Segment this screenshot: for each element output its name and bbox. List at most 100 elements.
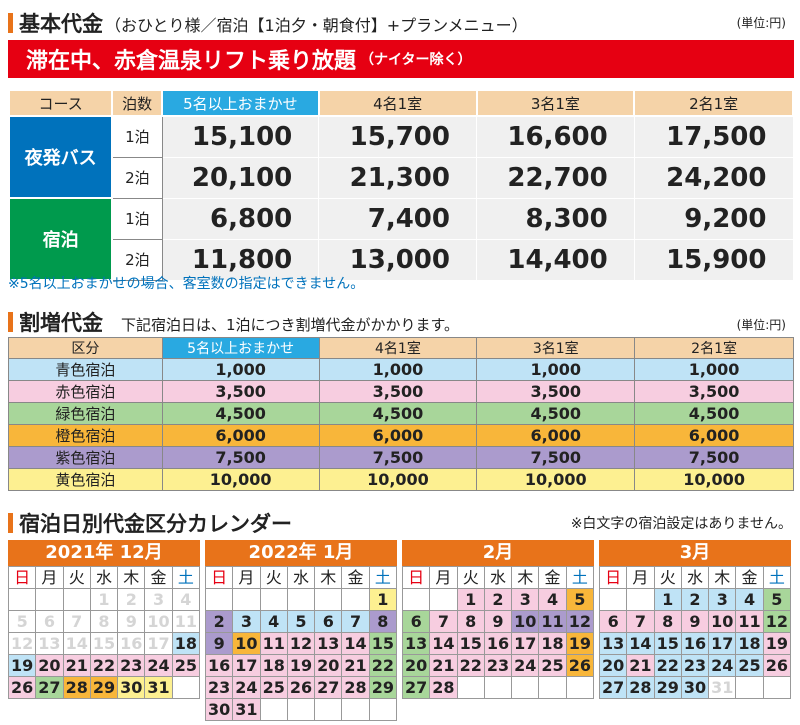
empty-day xyxy=(736,677,764,699)
weekday-label: 金 xyxy=(145,567,173,589)
weekday-label: 木 xyxy=(709,567,737,589)
empty-day xyxy=(539,677,567,699)
price-cell: 7,400 xyxy=(318,197,477,240)
day-cell: 18 xyxy=(539,633,567,655)
day-cell: 3 xyxy=(233,611,261,633)
empty-day xyxy=(233,589,261,611)
day-cell: 4 xyxy=(539,589,567,611)
weekday-label: 火 xyxy=(457,567,485,589)
day-cell: 10 xyxy=(233,633,261,655)
banner-sub-text: （ナイター除く） xyxy=(360,52,472,68)
day-cell: 21 xyxy=(627,655,655,677)
surcharge-value: 4,500 xyxy=(476,402,636,425)
day-cell: 14 xyxy=(63,633,91,655)
day-cell: 3 xyxy=(512,589,540,611)
weekday-label: 木 xyxy=(315,567,343,589)
table-row: 宿泊 1泊 6,800 7,400 8,300 9,200 xyxy=(7,197,794,281)
month-title: 2月 xyxy=(402,540,594,566)
table-row: 黄色宿泊 10,000 10,000 10,000 10,000 xyxy=(8,468,794,491)
weekday-label: 土 xyxy=(763,567,791,589)
empty-day xyxy=(315,699,343,721)
surcharge-label: 黄色宿泊 xyxy=(8,468,163,491)
column-header: 4名1室 xyxy=(318,337,478,359)
empty-day xyxy=(260,589,288,611)
surcharge-value: 7,500 xyxy=(161,446,320,469)
price-cell: 17,500 xyxy=(633,115,794,158)
empty-day xyxy=(403,589,431,611)
surcharge-label: 青色宿泊 xyxy=(8,358,163,381)
table-row: 紫色宿泊 7,500 7,500 7,500 7,500 xyxy=(8,446,794,469)
day-cell: 29 xyxy=(654,677,682,699)
calendar-grid: 日月火水木金土 1 2 3 4 5 6 7 8 9 10 11 12 13 14 15 16 17 18 19 20 21… xyxy=(205,566,397,721)
day-cell: 24 xyxy=(145,655,173,677)
day-cell: 9 xyxy=(484,611,513,633)
day-cell: 19 xyxy=(9,655,37,677)
section-title: 基本代金 xyxy=(19,12,103,36)
table-row: 赤色宿泊 3,500 3,500 3,500 3,500 xyxy=(8,380,794,403)
day-cell: 22 xyxy=(90,655,119,677)
month-calendar: 2022年 1月日月火水木金土 1 2 3 4 5 6 7 8 9 10 11 12 13 14 15 16 17… xyxy=(205,540,397,721)
table-row: 夜発バス 1泊 15,100 15,700 16,600 17,500 xyxy=(7,115,794,199)
price-cell: 15,100 xyxy=(161,115,320,158)
day-cell: 2 xyxy=(484,589,513,611)
empty-day xyxy=(627,589,655,611)
day-cell: 23 xyxy=(118,655,146,677)
day-cell: 10 xyxy=(709,611,737,633)
surcharge-value: 6,000 xyxy=(318,424,478,447)
day-cell: 12 xyxy=(566,611,594,633)
day-cell: 1 xyxy=(90,589,119,611)
empty-day xyxy=(287,699,316,721)
section-marker xyxy=(8,13,13,33)
day-cell: 16 xyxy=(484,633,513,655)
day-cell: 10 xyxy=(145,611,173,633)
weekday-label: 木 xyxy=(118,567,146,589)
column-header: 3名1室 xyxy=(475,89,636,117)
day-cell: 18 xyxy=(736,633,764,655)
day-cell: 13 xyxy=(36,633,64,655)
day-cell: 18 xyxy=(260,655,288,677)
section-subtitle: （おひとり様／宿泊【1泊夕・朝食付】+プランメニュー） xyxy=(105,16,528,35)
weekday-label: 月 xyxy=(233,567,261,589)
price-cell: 15,700 xyxy=(318,115,477,158)
price-cell: 22,700 xyxy=(476,156,635,199)
day-cell: 14 xyxy=(627,633,655,655)
column-header: コース xyxy=(7,89,114,117)
day-cell: 4 xyxy=(736,589,764,611)
day-cell: 4 xyxy=(172,589,200,611)
day-cell: 1 xyxy=(457,589,485,611)
weekday-label: 土 xyxy=(172,567,200,589)
day-cell: 7 xyxy=(342,611,370,633)
table-row: 緑色宿泊 4,500 4,500 4,500 4,500 xyxy=(8,402,794,425)
day-cell: 28 xyxy=(342,677,370,699)
day-cell: 30 xyxy=(206,699,234,721)
empty-day xyxy=(172,677,200,699)
column-header: 泊数 xyxy=(111,89,164,117)
day-cell: 24 xyxy=(512,655,540,677)
weekday-label: 日 xyxy=(9,567,37,589)
day-cell: 8 xyxy=(369,611,397,633)
empty-day xyxy=(206,589,234,611)
surcharge-value: 1,000 xyxy=(634,358,794,381)
surcharge-title-row: 割増代金 下記宿泊日は、1泊につき割増代金がかかります。 xyxy=(8,307,459,337)
day-cell: 25 xyxy=(736,655,764,677)
day-cell: 5 xyxy=(566,589,594,611)
day-cell: 7 xyxy=(430,611,458,633)
empty-day xyxy=(566,677,594,699)
calendar-grid: 日月火水木金土 1 2 3 4 5 6 7 8 9 10 11 12 13 14 15 16 17 18 19 20 21… xyxy=(402,566,594,699)
unit-label: (単位:円) xyxy=(736,318,786,332)
day-cell: 12 xyxy=(9,633,37,655)
table-row: 橙色宿泊 6,000 6,000 6,000 6,000 xyxy=(8,424,794,447)
day-cell: 15 xyxy=(654,633,682,655)
price-cell: 8,300 xyxy=(476,197,635,240)
section-marker xyxy=(8,312,13,332)
day-cell: 7 xyxy=(63,611,91,633)
day-cell: 16 xyxy=(681,633,710,655)
surcharge-value: 7,500 xyxy=(318,446,478,469)
day-cell: 16 xyxy=(206,655,234,677)
section-title: 割増代金 xyxy=(19,311,103,335)
weekday-label: 水 xyxy=(287,567,316,589)
basic-price-note: ※5名以上おまかせの場合、客室数の指定はできません。 xyxy=(8,276,365,292)
surcharge-value: 1,000 xyxy=(476,358,636,381)
column-header: 2名1室 xyxy=(633,89,794,117)
surcharge-value: 4,500 xyxy=(318,402,478,425)
